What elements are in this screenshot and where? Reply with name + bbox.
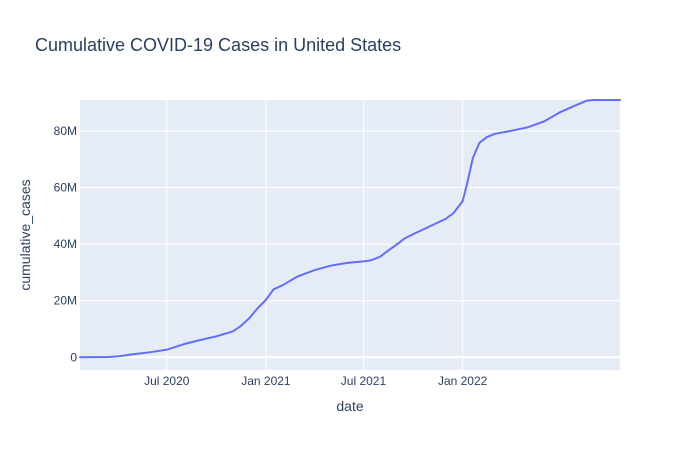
series-line-cumulative-cases [79,99,621,359]
x-axis-label: date [336,398,363,414]
x-tick-label: Jan 2021 [241,374,291,388]
chart-title: Cumulative COVID-19 Cases in United Stat… [35,35,401,55]
y-tick-label: 0 [70,350,77,364]
x-gridlines [166,100,464,370]
y-tick-label: 40M [54,237,77,251]
y-tick-labels: 0 20M 40M 60M 80M [54,124,78,364]
plot-area [80,100,620,370]
y-tick-label: 20M [54,294,77,308]
y-gridlines [80,130,620,359]
y-axis-label: cumulative_cases [17,179,33,290]
y-tick-label: 80M [54,124,77,138]
x-tick-label: Jul 2021 [341,374,387,388]
y-tick-label: 60M [54,181,77,195]
x-tick-labels: Jul 2020 Jan 2021 Jul 2021 Jan 2022 [144,374,488,388]
x-tick-label: Jul 2020 [144,374,190,388]
x-tick-label: Jan 2022 [438,374,488,388]
